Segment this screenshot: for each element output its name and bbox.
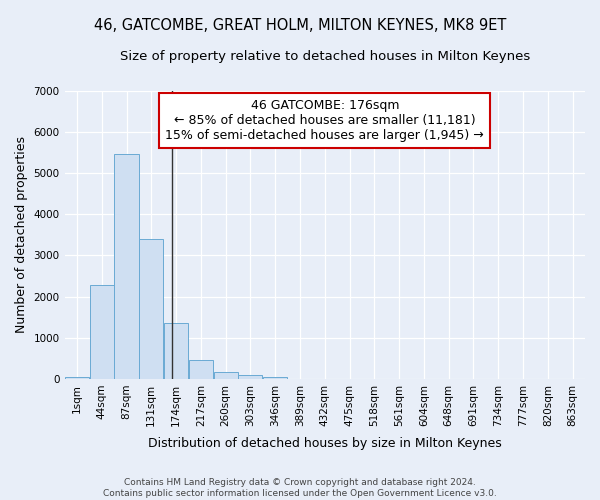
- Text: 46 GATCOMBE: 176sqm  
← 85% of detached houses are smaller (11,181)
15% of semi-: 46 GATCOMBE: 176sqm ← 85% of detached ho…: [166, 99, 484, 142]
- Y-axis label: Number of detached properties: Number of detached properties: [15, 136, 28, 333]
- Bar: [164, 324, 188, 379]
- Text: 46, GATCOMBE, GREAT HOLM, MILTON KEYNES, MK8 9ET: 46, GATCOMBE, GREAT HOLM, MILTON KEYNES,…: [94, 18, 506, 32]
- Bar: [89, 286, 114, 379]
- Title: Size of property relative to detached houses in Milton Keynes: Size of property relative to detached ho…: [119, 50, 530, 63]
- Bar: [139, 239, 163, 379]
- Bar: [65, 376, 89, 379]
- Bar: [263, 377, 287, 379]
- Text: Contains HM Land Registry data © Crown copyright and database right 2024.
Contai: Contains HM Land Registry data © Crown c…: [103, 478, 497, 498]
- Bar: [189, 360, 213, 379]
- Bar: [115, 154, 139, 379]
- Bar: [238, 375, 262, 379]
- Bar: [214, 372, 238, 379]
- X-axis label: Distribution of detached houses by size in Milton Keynes: Distribution of detached houses by size …: [148, 437, 502, 450]
